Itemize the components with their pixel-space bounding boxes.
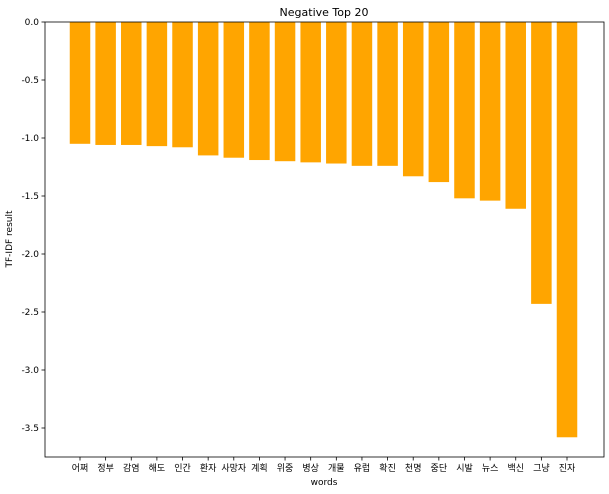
x-tick-label: 뉴스	[482, 463, 499, 474]
bar	[326, 22, 347, 164]
x-tick-label: 감염	[123, 462, 140, 474]
x-tick-label: 인간	[174, 463, 191, 474]
bar	[556, 22, 578, 438]
plot-frame	[44, 21, 605, 458]
y-tick-label: -3.0	[21, 366, 39, 376]
x-axis-ticks: 어쩌 정부 감염 해도 인간 환자 사망자 계획 위중 병상 개물 유럽 확진 천명 중단 시발 뉴스 백신 그냥 진…	[72, 457, 576, 474]
x-tick-label: 유럽	[354, 463, 371, 474]
bar	[146, 22, 168, 147]
y-axis-label: TF-IDF result	[5, 210, 15, 268]
x-tick-label: 시발	[456, 463, 473, 474]
x-tick-label: 백신	[507, 463, 524, 474]
y-tick-label: 0.0	[25, 18, 40, 28]
y-tick-label: -2.0	[21, 250, 39, 260]
x-tick-label: 그냥	[533, 463, 550, 474]
bar	[95, 22, 116, 145]
y-axis-ticks: 0.0 -0.5 -1.0 -1.5 -2.0 -2.5 -3.0 -3.5	[21, 18, 45, 434]
x-tick-label: 계획	[251, 462, 268, 474]
x-tick-label: 위중	[277, 463, 294, 474]
bar	[274, 22, 296, 162]
x-tick-label: 환자	[200, 462, 217, 474]
bar	[428, 22, 450, 183]
y-tick-label: -1.5	[21, 192, 39, 202]
bar	[505, 22, 526, 209]
x-tick-label: 정부	[97, 463, 114, 474]
x-tick-label: 천명	[405, 463, 422, 474]
chart-title: Negative Top 20	[280, 6, 369, 19]
y-tick-label: -1.0	[21, 134, 39, 144]
bar	[377, 22, 398, 166]
bar	[223, 22, 245, 158]
x-tick-label: 사망자	[221, 463, 247, 474]
y-tick-label: -3.5	[21, 424, 39, 434]
bar-group	[69, 22, 578, 438]
x-tick-label: 어쩌	[72, 463, 89, 474]
bar	[300, 22, 321, 163]
bar	[172, 22, 193, 148]
bar	[249, 22, 270, 161]
bar	[402, 22, 424, 177]
bar	[479, 22, 501, 201]
bar	[197, 22, 219, 156]
x-axis-label: words	[311, 478, 338, 488]
x-tick-label: 개물	[328, 463, 345, 474]
bar	[351, 22, 373, 166]
bar	[454, 22, 475, 199]
bar	[531, 22, 552, 304]
y-tick-label: -0.5	[21, 76, 39, 86]
x-tick-label: 확진	[379, 462, 396, 474]
x-tick-label: 해도	[149, 463, 166, 474]
y-tick-label: -2.5	[21, 308, 39, 318]
x-tick-label: 진자	[559, 463, 576, 474]
bar	[69, 22, 91, 144]
bar	[121, 22, 142, 145]
x-tick-label: 중단	[431, 463, 448, 474]
x-tick-label: 병상	[302, 463, 319, 474]
